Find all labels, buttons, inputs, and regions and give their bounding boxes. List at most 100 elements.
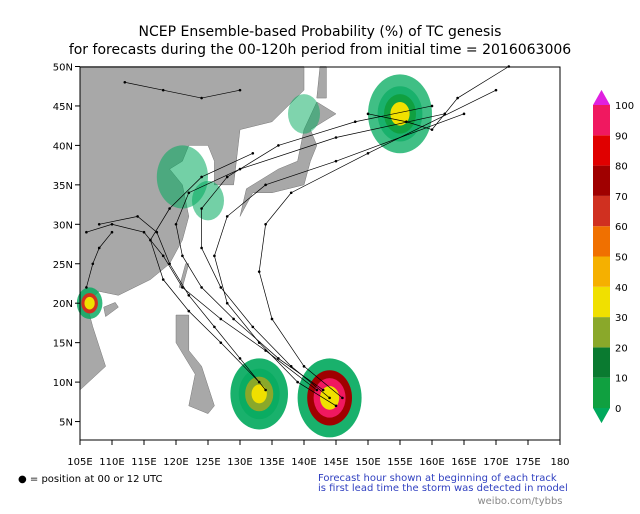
track-position bbox=[238, 357, 242, 360]
track-position bbox=[219, 286, 223, 289]
lon-label: 140E bbox=[291, 457, 316, 468]
landmass bbox=[175, 314, 215, 414]
colorbar-segment bbox=[593, 226, 610, 257]
track-position bbox=[366, 151, 370, 155]
probability-area bbox=[251, 384, 267, 404]
track-position bbox=[149, 238, 152, 242]
landmass bbox=[103, 302, 119, 318]
track bbox=[86, 223, 318, 391]
colorbar-label: 70 bbox=[615, 192, 628, 203]
track-position bbox=[219, 341, 223, 344]
landmass bbox=[239, 101, 337, 217]
track-position bbox=[187, 294, 191, 297]
track-position bbox=[321, 388, 325, 392]
track-position bbox=[123, 80, 127, 84]
track-position bbox=[277, 357, 280, 360]
probability-area bbox=[288, 94, 320, 134]
lon-label: 135E bbox=[259, 457, 284, 468]
track-position bbox=[200, 246, 203, 250]
track-position bbox=[187, 191, 191, 195]
track-position bbox=[91, 262, 95, 266]
track-position bbox=[251, 151, 255, 155]
track-position bbox=[85, 286, 88, 289]
colorbar-segment bbox=[593, 377, 610, 408]
colorbar-segment bbox=[593, 195, 610, 227]
watermark: weibo.com/tybbs bbox=[477, 496, 562, 507]
colorbar-label: 20 bbox=[615, 343, 628, 354]
track-position bbox=[264, 223, 267, 226]
track-position bbox=[225, 175, 229, 179]
tracks bbox=[85, 65, 511, 408]
track-position bbox=[456, 96, 459, 100]
track-position bbox=[328, 396, 331, 400]
track-position bbox=[494, 88, 498, 92]
colorbar-segment bbox=[593, 256, 610, 287]
track bbox=[124, 81, 241, 99]
lat-label: 50N bbox=[53, 63, 73, 74]
colorbar-end bbox=[593, 408, 610, 424]
colorbar-segment bbox=[593, 105, 610, 136]
track-position bbox=[264, 388, 267, 392]
colorbar-label: 100 bbox=[615, 101, 634, 112]
lon-label: 180 bbox=[550, 457, 569, 468]
track-position bbox=[277, 144, 280, 147]
track-position bbox=[136, 215, 139, 218]
track-position bbox=[85, 230, 88, 234]
lon-label: 115E bbox=[131, 457, 156, 468]
lon-label: 125E bbox=[195, 457, 220, 468]
colorbar-label: 50 bbox=[615, 253, 628, 264]
track bbox=[258, 89, 497, 399]
footer-note: Forecast hour shown at beginning of each… bbox=[318, 473, 557, 484]
track-position bbox=[430, 128, 434, 131]
lat-label: 20N bbox=[53, 299, 73, 310]
lon-label: 110E bbox=[99, 457, 124, 468]
track-position bbox=[264, 183, 267, 187]
track-position bbox=[405, 120, 408, 124]
lat-label: 10N bbox=[53, 378, 73, 389]
colorbar-segment bbox=[593, 135, 610, 166]
track-position bbox=[200, 175, 203, 179]
track bbox=[201, 105, 433, 399]
track-position bbox=[257, 380, 261, 384]
track-position bbox=[161, 88, 165, 92]
lat-label: 25N bbox=[53, 260, 73, 271]
track-position bbox=[341, 396, 344, 400]
track-position bbox=[296, 380, 299, 384]
probability-areas bbox=[76, 74, 432, 438]
map-frame bbox=[79, 66, 561, 441]
track-position bbox=[334, 159, 338, 163]
lat-label: 15N bbox=[53, 339, 73, 350]
colorbar-label: 0 bbox=[615, 404, 621, 415]
track-position bbox=[264, 349, 267, 352]
track-position bbox=[161, 278, 165, 281]
track-position bbox=[161, 254, 165, 258]
track-position bbox=[270, 317, 274, 321]
track-position bbox=[200, 207, 203, 210]
track-position bbox=[251, 325, 255, 329]
track-position bbox=[213, 254, 216, 258]
track-position bbox=[200, 286, 203, 289]
footer-note: is first lead time the storm was detecte… bbox=[318, 483, 568, 494]
track-position bbox=[110, 230, 114, 234]
track-position bbox=[430, 104, 434, 108]
track-position bbox=[257, 270, 261, 273]
colorbar-end bbox=[593, 89, 610, 105]
probability-area bbox=[84, 296, 95, 310]
colorbar-segment bbox=[593, 165, 610, 196]
colorbar-label: 80 bbox=[615, 162, 628, 173]
track-position bbox=[302, 365, 306, 368]
footer-legend: ● = position at 00 or 12 UTC bbox=[18, 474, 163, 485]
track-position bbox=[213, 325, 216, 329]
colorbar-label: 30 bbox=[615, 313, 628, 324]
track-position bbox=[200, 96, 203, 100]
track-position bbox=[187, 309, 191, 313]
colorbar-label: 60 bbox=[615, 222, 628, 233]
lon-label: 130E bbox=[227, 457, 252, 468]
lon-label: 105E bbox=[67, 457, 92, 468]
track-position bbox=[315, 388, 319, 392]
track-position bbox=[289, 191, 293, 195]
track-position bbox=[238, 167, 242, 171]
subtitle: for forecasts during the 00-120h period … bbox=[69, 42, 571, 58]
track-position bbox=[97, 246, 101, 250]
axes: 105E 110E 115E 120E 125E 130E 135E 140E 145E 150E… bbox=[53, 63, 570, 469]
